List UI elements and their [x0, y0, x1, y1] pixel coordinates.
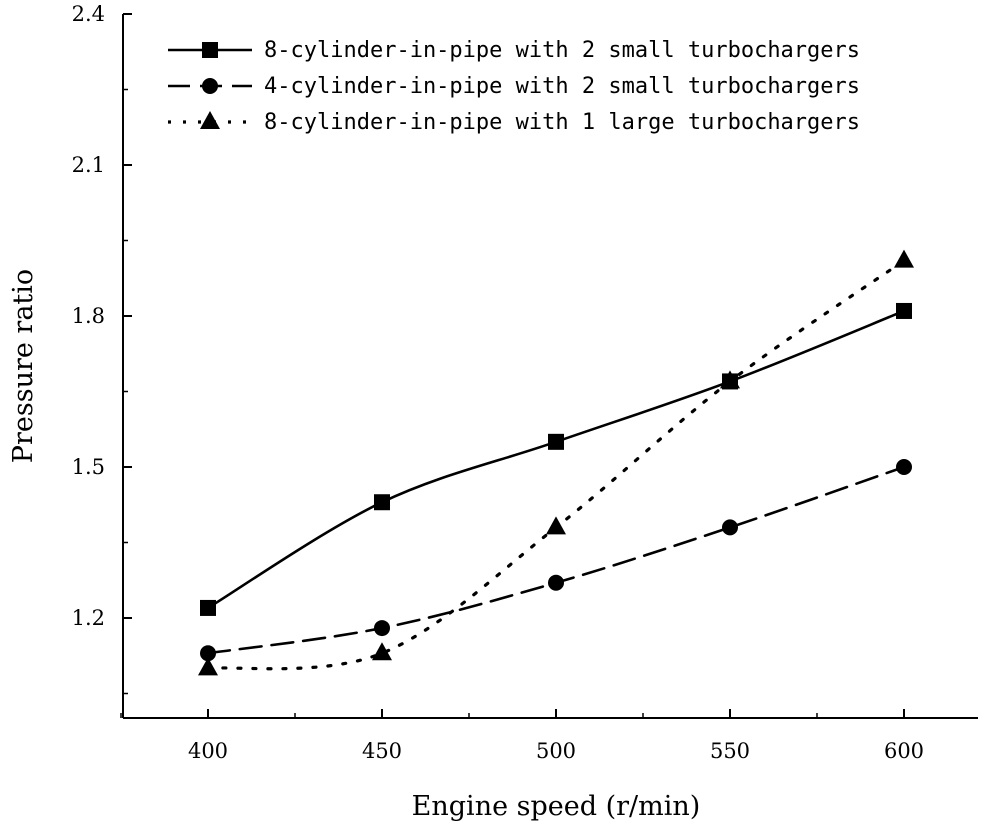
legend-label-1: 8-cylinder-in-pipe with 2 small turbocha… — [264, 38, 860, 63]
y-tick-label: 1.2 — [72, 606, 105, 630]
series-2-line — [206, 465, 906, 655]
legend-marker-2 — [202, 78, 218, 94]
legend-marker-1 — [202, 42, 218, 58]
y-tick-label: 1.8 — [72, 304, 105, 328]
x-tick-label: 600 — [884, 739, 924, 763]
series-1-point — [374, 494, 390, 511]
legend-marker-3 — [200, 111, 220, 129]
series-2-point — [896, 459, 912, 475]
ticks: 1.2 1.5 1.8 2.1 2.4 400 450 500 550 600 — [72, 2, 924, 763]
series-3-point — [720, 370, 740, 389]
x-tick-label: 400 — [188, 739, 228, 763]
series-1-line — [206, 309, 906, 610]
series-3-point — [894, 249, 914, 268]
series-2-point — [722, 519, 738, 536]
series-markers — [198, 249, 914, 676]
axes — [122, 14, 978, 719]
series-3-point — [546, 516, 566, 535]
y-axis-title: Pressure ratio — [8, 269, 39, 463]
y-tick-label: 2.1 — [72, 153, 105, 177]
legend-label-3: 8-cylinder-in-pipe with 1 large turbocha… — [264, 110, 860, 135]
series-3-point — [198, 657, 218, 676]
series-3-line — [206, 259, 906, 671]
series-lines — [206, 259, 906, 671]
series-1-point — [200, 599, 216, 616]
series-1-point — [548, 433, 564, 450]
y-tick-label: 2.4 — [72, 2, 105, 26]
series-3-point — [372, 642, 392, 661]
x-tick-label: 450 — [362, 739, 402, 763]
x-tick-label: 550 — [710, 739, 750, 763]
y-tick-label: 1.5 — [72, 455, 105, 479]
legend-label-2: 4-cylinder-in-pipe with 2 small turbocha… — [264, 74, 860, 99]
series-1-point — [896, 302, 912, 319]
x-axis-title: Engine speed (r/min) — [412, 791, 701, 822]
series-2-point — [200, 645, 216, 662]
x-tick-label: 500 — [536, 739, 576, 763]
series-2-point — [548, 574, 564, 591]
legend: 8-cylinder-in-pipe with 2 small turbocha… — [168, 38, 860, 135]
series-2-point — [374, 620, 390, 637]
